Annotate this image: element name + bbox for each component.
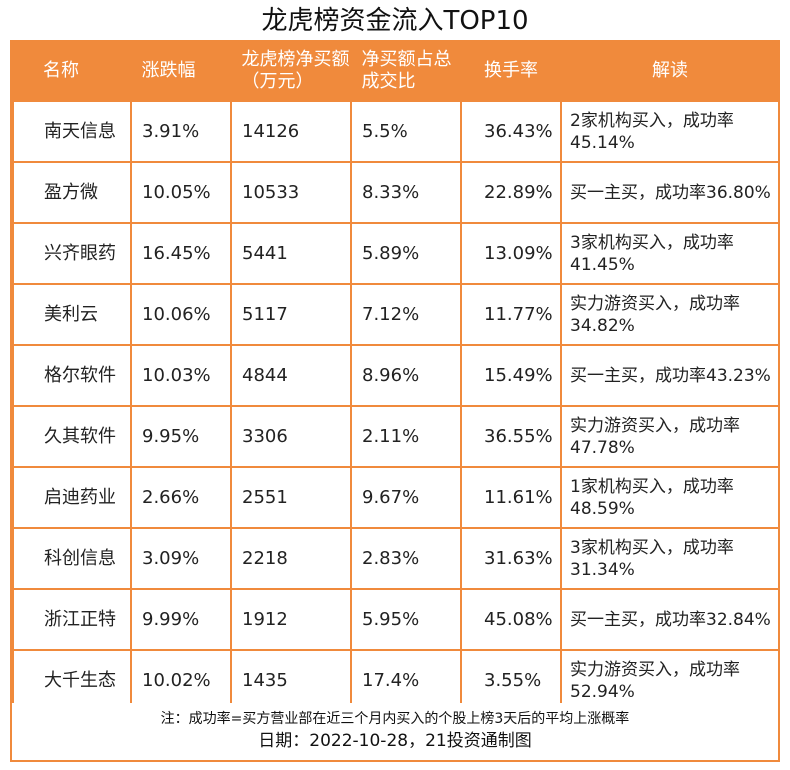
cell-ratio: 5.89% — [350, 222, 462, 285]
cell-change: 2.66% — [130, 466, 232, 529]
cell-turnover: 45.08% — [460, 588, 562, 651]
cell-ratio: 8.33% — [350, 161, 462, 224]
cell-net-buy: 4844 — [230, 344, 352, 407]
cell-desc: 2家机构买入，成功率45.14% — [560, 100, 780, 163]
table-row: 美利云 10.06% 5117 7.12% 11.77% 实力游资买入，成功率34.82% — [12, 283, 780, 346]
cell-ratio: 8.96% — [350, 344, 462, 407]
data-table: 名称 涨跌幅 龙虎榜净买额（万元） 净买额占总成交比 换手率 解读 南天信息 3.… — [12, 42, 780, 712]
cell-net-buy: 2218 — [230, 527, 352, 590]
table-row: 浙江正特 9.99% 1912 5.95% 45.08% 买一主买，成功率32.84% — [12, 588, 780, 651]
cell-ratio: 9.67% — [350, 466, 462, 529]
cell-net-buy: 1912 — [230, 588, 352, 651]
table-row: 兴齐眼药 16.45% 5441 5.89% 13.09% 3家机构买入，成功率41.45… — [12, 222, 780, 285]
cell-net-buy: 5441 — [230, 222, 352, 285]
cell-desc: 3家机构买入，成功率41.45% — [560, 222, 780, 285]
cell-name: 格尔软件 — [12, 344, 132, 407]
cell-desc: 3家机构买入，成功率31.34% — [560, 527, 780, 590]
table-row: 南天信息 3.91% 14126 5.5% 36.43% 2家机构买入，成功率45.14% — [12, 100, 780, 163]
table-row: 久其软件 9.95% 3306 2.11% 36.55% 实力游资买入，成功率47.78% — [12, 405, 780, 468]
column-header-ratio: 净买额占总成交比 — [351, 42, 462, 101]
cell-turnover: 22.89% — [460, 161, 562, 224]
cell-change: 10.06% — [130, 283, 232, 346]
cell-turnover: 11.77% — [460, 283, 562, 346]
cell-name: 美利云 — [12, 283, 132, 346]
table-row: 大千生态 10.02% 1435 17.4% 3.55% 实力游资买入，成功率52.94% — [12, 649, 780, 712]
column-header-change: 涨跌幅 — [131, 42, 232, 101]
cell-change: 10.02% — [130, 649, 232, 712]
cell-name: 启迪药业 — [12, 466, 132, 529]
footnote: 注：成功率=买方营业部在近三个月内买入的个股上榜3天后的平均上涨概率 — [160, 711, 630, 727]
cell-desc: 实力游资买入，成功率52.94% — [560, 649, 780, 712]
column-header-name: 名称 — [13, 42, 132, 101]
cell-desc: 实力游资买入，成功率34.82% — [560, 283, 780, 346]
cell-net-buy: 3306 — [230, 405, 352, 468]
cell-net-buy: 10533 — [230, 161, 352, 224]
cell-desc: 买一主买，成功率36.80% — [560, 161, 780, 224]
cell-change: 9.95% — [130, 405, 232, 468]
cell-net-buy: 1435 — [230, 649, 352, 712]
footer: 注：成功率=买方营业部在近三个月内买入的个股上榜3天后的平均上涨概率 日期：20… — [12, 703, 778, 760]
table-body: 南天信息 3.91% 14126 5.5% 36.43% 2家机构买入，成功率45.14%… — [12, 100, 780, 712]
cell-desc: 1家机构买入，成功率48.59% — [560, 466, 780, 529]
cell-turnover: 36.43% — [460, 100, 562, 163]
cell-name: 久其软件 — [12, 405, 132, 468]
cell-turnover: 31.63% — [460, 527, 562, 590]
column-header-desc: 解读 — [561, 42, 780, 101]
cell-turnover: 13.09% — [460, 222, 562, 285]
cell-name: 科创信息 — [12, 527, 132, 590]
cell-change: 16.45% — [130, 222, 232, 285]
cell-net-buy: 14126 — [230, 100, 352, 163]
cell-name: 兴齐眼药 — [12, 222, 132, 285]
page-title: 龙虎榜资金流入TOP10 — [261, 6, 529, 36]
cell-ratio: 7.12% — [350, 283, 462, 346]
cell-change: 10.05% — [130, 161, 232, 224]
cell-turnover: 11.61% — [460, 466, 562, 529]
cell-turnover: 36.55% — [460, 405, 562, 468]
table-row: 科创信息 3.09% 2218 2.83% 31.63% 3家机构买入，成功率31.34% — [12, 527, 780, 590]
cell-desc: 实力游资买入，成功率47.78% — [560, 405, 780, 468]
cell-ratio: 5.5% — [350, 100, 462, 163]
cell-desc: 买一主买，成功率32.84% — [560, 588, 780, 651]
cell-turnover: 3.55% — [460, 649, 562, 712]
column-header-net-buy: 龙虎榜净买额（万元） — [231, 42, 352, 101]
table-row: 格尔软件 10.03% 4844 8.96% 15.49% 买一主买，成功率43.23% — [12, 344, 780, 407]
cell-change: 3.91% — [130, 100, 232, 163]
cell-ratio: 2.11% — [350, 405, 462, 468]
cell-ratio: 5.95% — [350, 588, 462, 651]
table-row: 盈方微 10.05% 10533 8.33% 22.89% 买一主买，成功率36.80% — [12, 161, 780, 224]
cell-change: 3.09% — [130, 527, 232, 590]
cell-net-buy: 5117 — [230, 283, 352, 346]
cell-change: 9.99% — [130, 588, 232, 651]
cell-name: 盈方微 — [12, 161, 132, 224]
cell-change: 10.03% — [130, 344, 232, 407]
cell-ratio: 17.4% — [350, 649, 462, 712]
column-header-turnover: 换手率 — [461, 42, 562, 101]
cell-net-buy: 2551 — [230, 466, 352, 529]
date-credit: 日期：2022-10-28，21投资通制图 — [258, 731, 532, 751]
cell-desc: 买一主买，成功率43.23% — [560, 344, 780, 407]
cell-name: 大千生态 — [12, 649, 132, 712]
cell-name: 浙江正特 — [12, 588, 132, 651]
cell-ratio: 2.83% — [350, 527, 462, 590]
cell-name: 南天信息 — [12, 100, 132, 163]
cell-turnover: 15.49% — [460, 344, 562, 407]
table-header-row: 名称 涨跌幅 龙虎榜净买额（万元） 净买额占总成交比 换手率 解读 — [13, 42, 780, 101]
table-row: 启迪药业 2.66% 2551 9.67% 11.61% 1家机构买入，成功率48.59% — [12, 466, 780, 529]
